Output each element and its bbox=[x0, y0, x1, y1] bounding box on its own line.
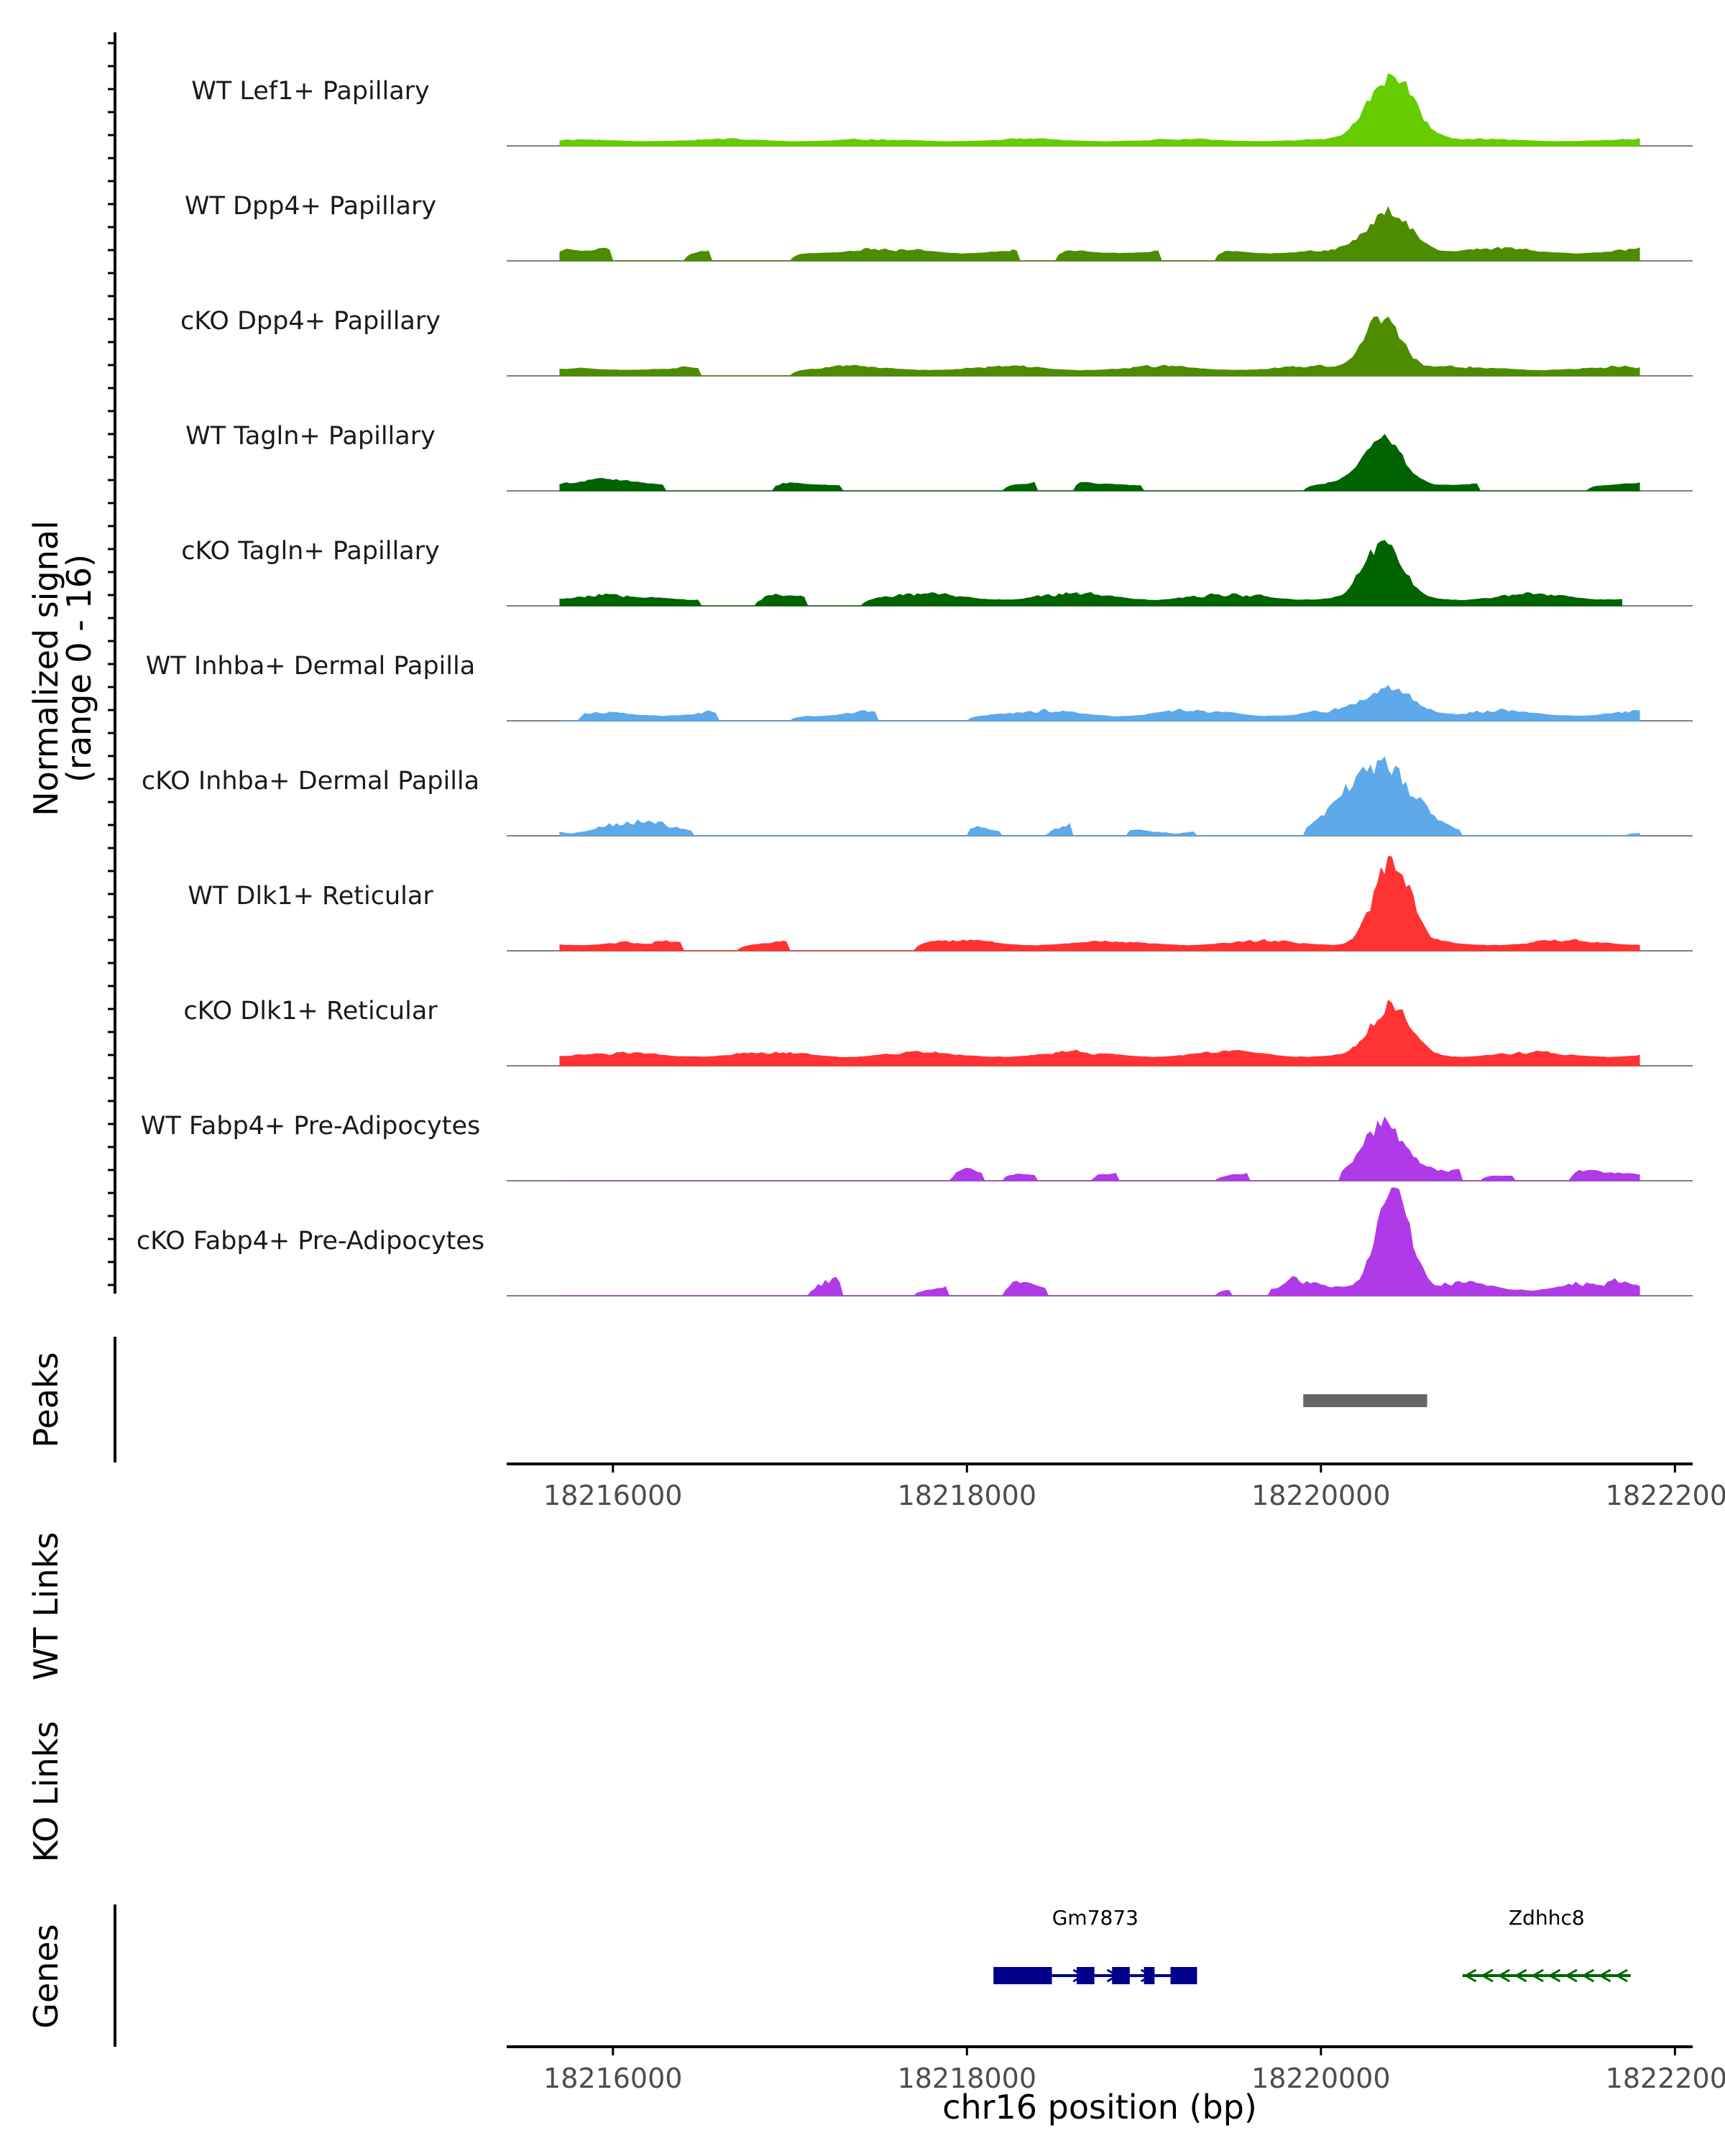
wt-links-label: WT Links bbox=[27, 1532, 65, 1680]
coverage-track: cKO Dlk1+ Reticular bbox=[183, 997, 1693, 1067]
x-axes: 1821600018218000182200001822200018216000… bbox=[507, 1462, 1725, 2127]
strand-arrow bbox=[1497, 1968, 1511, 1983]
coverage-area bbox=[559, 684, 1640, 722]
coverage-area bbox=[559, 316, 1640, 377]
x-tick-label: 18220000 bbox=[1251, 1480, 1390, 1511]
coverage-area bbox=[559, 73, 1640, 147]
coverage-area bbox=[559, 1116, 1640, 1181]
gene-exon bbox=[993, 1967, 1052, 1984]
track-label: WT Lef1+ Papillary bbox=[191, 77, 430, 106]
x-axis-title: chr16 position (bp) bbox=[942, 2088, 1257, 2127]
coverage-track: cKO Inhba+ Dermal Papilla bbox=[142, 756, 1693, 837]
ko-links-label: KO Links bbox=[27, 1721, 65, 1863]
section-labels: Normalized signal(range 0 - 16) Peaks WT L… bbox=[27, 520, 98, 2028]
track-label: WT Dlk1+ Reticular bbox=[188, 882, 433, 911]
coverage-track: WT Lef1+ Papillary bbox=[191, 73, 1693, 147]
coverage-area bbox=[559, 1000, 1640, 1067]
y-axis-title-line: (range 0 - 16) bbox=[60, 554, 98, 783]
y-axis-title-line: Normalized signal bbox=[27, 520, 65, 816]
coverage-area bbox=[559, 856, 1640, 952]
x-tick-label: 18218000 bbox=[898, 2063, 1036, 2094]
track-label: WT Fabp4+ Pre-Adipocytes bbox=[141, 1112, 480, 1141]
gene-model: Zdhhc8 bbox=[1462, 1906, 1631, 1983]
x-tick-label: 18222000 bbox=[1606, 2063, 1725, 2094]
strand-arrow bbox=[1039, 1968, 1052, 1983]
x-tick-label: 18216000 bbox=[543, 2063, 682, 2094]
x-tick-label: 18220000 bbox=[1251, 2063, 1390, 2094]
strand-arrow bbox=[1598, 1968, 1611, 1983]
strand-arrow bbox=[1581, 1968, 1595, 1983]
coverage-track: WT Dpp4+ Papillary bbox=[185, 192, 1693, 262]
gene-exon bbox=[1076, 1967, 1095, 1984]
peaks-x-axis: 18216000 18218000 18220000 18222000 bbox=[507, 1462, 1725, 1511]
track-label: cKO Tagln+ Papillary bbox=[181, 537, 440, 566]
strand-arrow bbox=[1463, 1968, 1477, 1983]
track-label: WT Tagln+ Papillary bbox=[185, 422, 436, 451]
coverage-track: cKO Dpp4+ Papillary bbox=[180, 307, 1693, 377]
genes-label: Genes bbox=[27, 1924, 65, 2028]
signal-y-axis bbox=[108, 32, 116, 1294]
track-label: cKO Dpp4+ Papillary bbox=[180, 307, 441, 336]
strand-arrow bbox=[1005, 1968, 1018, 1983]
strand-arrow bbox=[1480, 1968, 1494, 1983]
coverage-area bbox=[559, 1187, 1640, 1296]
coverage-track: WT Dlk1+ Reticular bbox=[188, 856, 1693, 952]
coverage-track: cKO Tagln+ Papillary bbox=[181, 537, 1693, 607]
track-label: cKO Inhba+ Dermal Papilla bbox=[142, 767, 479, 796]
x-tick-label: 18216000 bbox=[543, 1480, 682, 1511]
genes-track: Gm7873 Zdhhc8 bbox=[114, 1904, 1631, 2047]
y-axis-title: Normalized signal(range 0 - 16) bbox=[27, 520, 98, 816]
peak-bar bbox=[1303, 1394, 1427, 1407]
strand-arrow bbox=[1174, 1968, 1187, 1983]
coverage-tracks: WT Lef1+ Papillary WT Dpp4+ Papillary cKO … bbox=[137, 73, 1693, 1296]
strand-arrow bbox=[1514, 1968, 1527, 1983]
track-label: WT Dpp4+ Papillary bbox=[185, 192, 436, 221]
strand-arrow bbox=[1615, 1968, 1628, 1983]
coverage-area bbox=[559, 540, 1622, 607]
coverage-area bbox=[559, 433, 1640, 492]
strand-arrow bbox=[1531, 1968, 1544, 1983]
coverage-area bbox=[559, 206, 1640, 262]
track-label: WT Inhba+ Dermal Papilla bbox=[146, 652, 475, 681]
strand-arrow bbox=[1106, 1968, 1120, 1983]
x-tick-label: 18218000 bbox=[898, 1480, 1036, 1511]
coverage-track: cKO Fabp4+ Pre-Adipocytes bbox=[137, 1187, 1693, 1296]
peaks-track bbox=[114, 1337, 1427, 1462]
strand-arrow bbox=[1072, 1968, 1086, 1983]
strand-arrow bbox=[1547, 1968, 1561, 1983]
coverage-track: WT Fabp4+ Pre-Adipocytes bbox=[141, 1112, 1693, 1181]
peaks-label: Peaks bbox=[27, 1352, 65, 1447]
coverage-track: WT Inhba+ Dermal Papilla bbox=[146, 652, 1693, 722]
gene-exon bbox=[1112, 1967, 1130, 1984]
strand-arrow bbox=[1140, 1968, 1154, 1983]
genes-x-axis: 18216000 18218000 18220000 18222000 bbox=[507, 2045, 1725, 2094]
track-label: cKO Dlk1+ Reticular bbox=[183, 997, 438, 1026]
coverage-area bbox=[559, 756, 1640, 837]
x-tick-label: 18222000 bbox=[1606, 1480, 1725, 1511]
gene-label: Zdhhc8 bbox=[1509, 1906, 1585, 1930]
gene-model: Gm7873 bbox=[993, 1906, 1197, 1984]
track-label: cKO Fabp4+ Pre-Adipocytes bbox=[137, 1227, 484, 1256]
coverage-track: WT Tagln+ Papillary bbox=[185, 422, 1693, 492]
strand-arrow bbox=[1564, 1968, 1578, 1983]
gene-label: Gm7873 bbox=[1052, 1906, 1138, 1930]
